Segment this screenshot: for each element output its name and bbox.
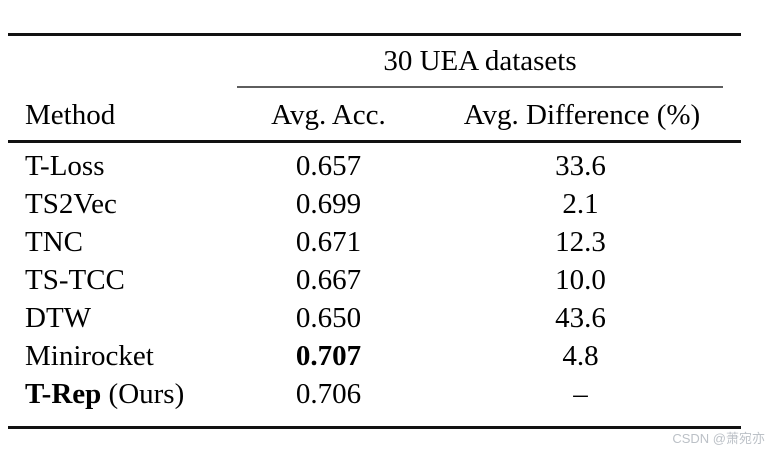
avg-acc-cell: 0.707 bbox=[237, 337, 420, 375]
table-group-header: 30 UEA datasets bbox=[383, 45, 577, 77]
avg-acc-value-bold: 0.707 bbox=[295, 340, 362, 372]
csdn-watermark: CSDN @萧宛亦 bbox=[672, 431, 765, 446]
method-cell: Minirocket bbox=[8, 337, 237, 375]
table-row: DTW 0.650 43.6 bbox=[8, 299, 741, 337]
method-name: T-Loss bbox=[25, 150, 105, 182]
column-header-avg-difference: Avg. Difference (%) bbox=[463, 99, 701, 131]
avg-difference-cell: 4.8 bbox=[562, 340, 599, 372]
avg-acc-cell: 0.671 bbox=[237, 223, 420, 261]
avg-difference-cell: 33.6 bbox=[555, 150, 606, 182]
method-name: Minirocket bbox=[25, 340, 154, 372]
table-bottom-rule bbox=[8, 426, 741, 429]
table-cmidrule bbox=[237, 86, 723, 88]
method-cell: T-Rep (Ours) bbox=[8, 375, 237, 413]
avg-acc-value: 0.699 bbox=[295, 188, 362, 220]
avg-difference-cell: 43.6 bbox=[555, 302, 606, 334]
table-row: TS2Vec 0.699 2.1 bbox=[8, 185, 741, 223]
table-top-rule bbox=[8, 33, 741, 36]
avg-acc-cell: 0.699 bbox=[237, 185, 420, 223]
avg-difference-cell: 12.3 bbox=[555, 226, 606, 258]
table-body: T-Loss 0.657 33.6 TS2Vec 0.699 2.1 TNC 0… bbox=[8, 147, 741, 413]
avg-acc-cell: 0.706 bbox=[237, 375, 420, 413]
avg-difference-cell: – bbox=[573, 378, 588, 410]
column-header-method: Method bbox=[25, 99, 116, 131]
avg-acc-value: 0.671 bbox=[295, 226, 362, 258]
avg-acc-value: 0.667 bbox=[295, 264, 362, 296]
avg-acc-value: 0.706 bbox=[295, 378, 362, 410]
method-name: DTW bbox=[25, 302, 92, 334]
table-header-rule bbox=[8, 140, 741, 143]
method-cell: DTW bbox=[8, 299, 237, 337]
table-row: TS-TCC 0.667 10.0 bbox=[8, 261, 741, 299]
avg-acc-value: 0.650 bbox=[295, 302, 362, 334]
avg-difference-cell: 10.0 bbox=[555, 264, 606, 296]
method-cell: TNC bbox=[8, 223, 237, 261]
avg-acc-cell: 0.667 bbox=[237, 261, 420, 299]
table-row: T-Loss 0.657 33.6 bbox=[8, 147, 741, 185]
table-row: Minirocket 0.707 4.8 bbox=[8, 337, 741, 375]
method-name-bold: T-Rep bbox=[25, 378, 102, 410]
method-name: TS-TCC bbox=[25, 264, 125, 296]
avg-acc-cell: 0.657 bbox=[237, 147, 420, 185]
avg-difference-cell: 2.1 bbox=[562, 188, 599, 220]
method-cell: TS-TCC bbox=[8, 261, 237, 299]
method-name: TS2Vec bbox=[25, 188, 117, 220]
avg-acc-value: 0.657 bbox=[295, 150, 362, 182]
method-cell: T-Loss bbox=[8, 147, 237, 185]
method-name: (Ours) bbox=[101, 378, 185, 410]
table-row: TNC 0.671 12.3 bbox=[8, 223, 741, 261]
avg-acc-cell: 0.650 bbox=[237, 299, 420, 337]
method-cell: TS2Vec bbox=[8, 185, 237, 223]
table-row: T-Rep (Ours) 0.706 – bbox=[8, 375, 741, 413]
column-header-avg-acc: Avg. Acc. bbox=[271, 99, 386, 131]
method-name: TNC bbox=[25, 226, 83, 258]
